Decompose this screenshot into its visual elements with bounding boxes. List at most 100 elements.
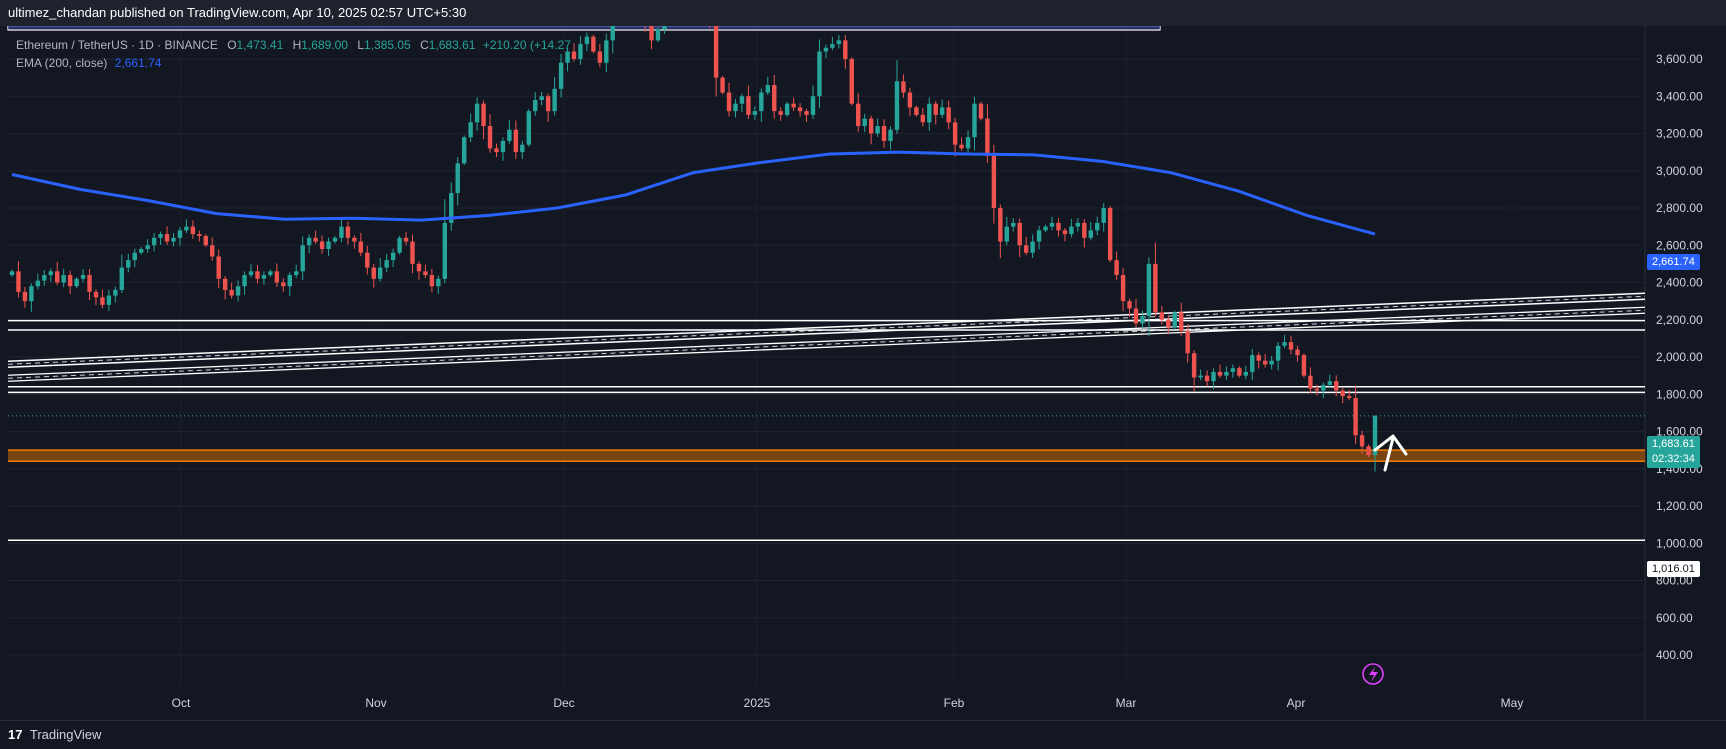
bolt-icon[interactable]: [1362, 663, 1384, 685]
candle-body: [35, 280, 41, 287]
candle-body: [449, 193, 454, 223]
candle-body: [1030, 241, 1035, 253]
y-tick-label: 2,200.00: [1656, 313, 1703, 327]
candle-body: [1372, 415, 1378, 456]
candle-body: [558, 62, 564, 89]
candle-body: [113, 289, 118, 296]
candle-body: [22, 291, 28, 302]
candle-body: [487, 126, 493, 149]
y-tick-label: 400.00: [1656, 648, 1693, 662]
candle-body: [1069, 226, 1074, 235]
candle-body: [1153, 263, 1158, 313]
candle-body: [836, 40, 842, 45]
close-label: C: [420, 38, 429, 52]
candle-body: [403, 237, 409, 242]
x-tick-label: May: [1501, 696, 1524, 710]
candle-body: [772, 85, 777, 112]
candle-body: [1269, 360, 1274, 365]
candle-body: [100, 297, 105, 305]
support-zone: [8, 450, 1645, 462]
ohlc-row: Ethereum / TetherUS · 1D · BINANCE O1,47…: [16, 36, 571, 54]
support-tag-value: 1,016.01: [1652, 563, 1695, 575]
y-tick-label: 3,000.00: [1656, 164, 1703, 178]
candle-body: [733, 103, 738, 112]
arrow-path: [1373, 434, 1408, 472]
candle-body: [713, 26, 719, 78]
candle-body: [1095, 222, 1100, 231]
candles: [9, 26, 1378, 472]
candle-body: [578, 44, 583, 59]
chart-area[interactable]: 400.00600.00800.001,000.001,200.001,400.…: [0, 26, 1726, 720]
candle-body: [752, 111, 758, 115]
price-axis[interactable]: 400.00600.00800.001,000.001,200.001,400.…: [1656, 52, 1703, 662]
candle-body: [93, 291, 99, 298]
trend-line: [7, 292, 1646, 362]
candle-body: [190, 226, 196, 235]
tradingview-logo-icon[interactable]: 17: [8, 727, 23, 742]
candle-body: [520, 144, 525, 153]
candle-body: [545, 96, 551, 112]
candle-body: [494, 148, 499, 153]
candle-body: [313, 237, 318, 242]
candle-body: [171, 237, 176, 242]
candle-body: [1043, 226, 1048, 231]
candle-body: [378, 267, 383, 279]
candle-body: [1204, 375, 1210, 382]
candle-body: [856, 103, 861, 127]
candle-body: [759, 92, 764, 112]
candle-body: [914, 107, 919, 115]
candle-body: [442, 222, 448, 279]
x-tick-label: Nov: [365, 696, 386, 710]
y-tick-label: 2,000.00: [1656, 350, 1703, 364]
candle-body: [210, 245, 215, 257]
candle-body: [306, 237, 312, 246]
candle-body: [1159, 312, 1165, 320]
candle-body: [358, 241, 364, 253]
candle-body: [610, 26, 615, 41]
support-price-tag: 1,016.01: [1647, 561, 1700, 577]
candle-body: [985, 118, 990, 156]
top-box-fill: [8, 26, 1160, 29]
candle-body: [933, 103, 938, 115]
candle-body: [416, 263, 422, 272]
candle-body: [1036, 230, 1042, 242]
candle-body: [436, 278, 441, 287]
candle-body: [1256, 355, 1261, 361]
candle-body: [920, 114, 926, 123]
candle-body: [720, 77, 725, 93]
ema-label[interactable]: EMA (200, close): [16, 56, 108, 70]
candle-body: [1088, 230, 1093, 238]
candle-body: [42, 275, 47, 281]
x-tick-label: 2025: [744, 696, 771, 710]
candle-body: [455, 163, 460, 194]
symbol-name[interactable]: Ethereum / TetherUS · 1D · BINANCE: [16, 38, 218, 52]
candle-body: [384, 260, 389, 268]
close-value: 1,683.61: [428, 38, 476, 52]
footer-bar: 17 TradingView: [0, 720, 1726, 748]
candle-body: [1056, 222, 1061, 231]
candle-body: [345, 226, 351, 238]
candle-body: [1166, 319, 1171, 328]
candle-body: [1217, 371, 1223, 376]
candle-body: [326, 241, 331, 249]
footer-brand[interactable]: TradingView: [29, 727, 102, 742]
time-axis[interactable]: Oct Nov Dec 2025 Feb Mar Apr May: [172, 696, 1524, 710]
candle-body: [1062, 230, 1068, 235]
candle-body: [1140, 316, 1145, 324]
x-tick-label: Apr: [1287, 696, 1306, 710]
candle-body: [862, 118, 867, 127]
candle-body: [1146, 263, 1152, 317]
candle-body: [1288, 342, 1294, 350]
candle-body: [1211, 371, 1216, 382]
candle-body: [1295, 349, 1300, 356]
candle-body: [423, 271, 428, 276]
ema-200-line: [11, 150, 1376, 236]
candle-body: [1366, 446, 1371, 456]
candle-body: [261, 275, 267, 279]
candle-body: [1275, 345, 1281, 361]
candle-body: [1082, 222, 1087, 238]
candle-body: [248, 271, 254, 276]
candle-body: [1230, 368, 1236, 372]
last-price-tag: 1,683.61 02:32:34: [1647, 436, 1700, 468]
x-tick-label: Dec: [553, 696, 574, 710]
